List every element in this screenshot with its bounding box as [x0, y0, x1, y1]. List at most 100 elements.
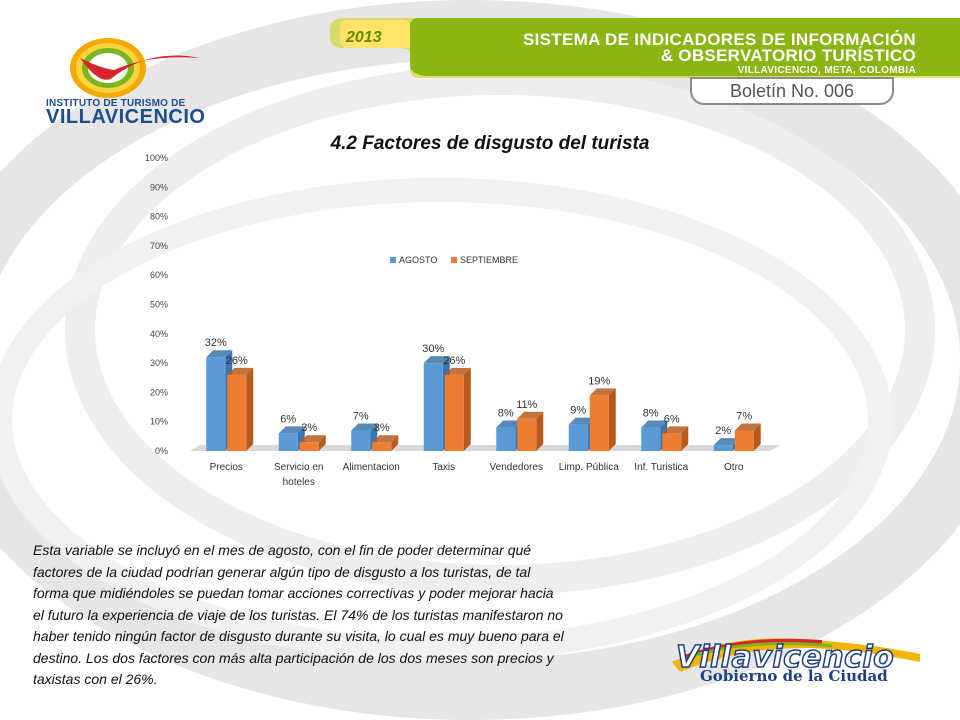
- institute-logo-line2: VILLAVICENCIO: [46, 106, 206, 128]
- bar-septiembre: [734, 430, 754, 451]
- bar-agosto-label: 8%: [643, 408, 659, 420]
- bar-septiembre-side: [246, 367, 254, 451]
- bar-septiembre-side: [463, 367, 471, 451]
- bar-septiembre: [372, 442, 392, 451]
- x-tick-label: Vendedores: [490, 462, 543, 473]
- chart-title: 4.2 Factores de disgusto del turista: [330, 133, 650, 154]
- x-tick-label: Servicio en: [274, 462, 323, 473]
- y-tick-label: 20%: [150, 387, 168, 397]
- bar-septiembre-label: 3%: [374, 422, 390, 434]
- body-line: forma que midiéndoles se puedan tomar ac…: [33, 585, 554, 601]
- bar-septiembre: [227, 374, 247, 451]
- y-tick-label: 70%: [150, 241, 168, 251]
- banner-title-line1: SISTEMA DE INDICADORES DE INFORMACIÓN: [523, 30, 916, 49]
- chart-floor: [190, 445, 780, 451]
- bar-agosto-top: [423, 356, 450, 364]
- y-tick-label: 100%: [145, 153, 168, 163]
- x-tick-label: Alimentacion: [343, 462, 400, 473]
- x-tick-label: Otro: [724, 462, 744, 473]
- bar-agosto: [641, 427, 661, 451]
- x-tick-label: Precios: [210, 462, 243, 473]
- bar-septiembre-top: [299, 435, 326, 443]
- bar-agosto-label: 8%: [498, 408, 514, 420]
- bar-septiembre-side: [753, 423, 761, 451]
- y-tick-label: 90%: [150, 182, 168, 192]
- bar-agosto-label: 9%: [570, 405, 586, 417]
- banner-title-line2: & OBSERVATORIO TURÍSTICO: [660, 46, 916, 65]
- bar-septiembre: [589, 395, 609, 451]
- bar-septiembre: [444, 374, 464, 451]
- bar-agosto: [206, 357, 226, 451]
- bar-agosto: [496, 427, 516, 451]
- body-line: haber tenido ningún factor de disgusto d…: [33, 628, 564, 644]
- body-line: factores de la ciudad podrían generar al…: [33, 563, 531, 580]
- body-line: el futuro la experiencia de viaje de los…: [33, 606, 563, 623]
- bar-agosto-top: [278, 426, 305, 434]
- legend-label-agosto: AGOSTO: [399, 255, 437, 265]
- body-line: taxistas con el 26%.: [33, 671, 158, 687]
- bar-agosto-top: [351, 423, 378, 431]
- bar-septiembre-side: [318, 435, 326, 451]
- bar-septiembre: [662, 433, 682, 451]
- x-tick-label: Limp. Pública: [559, 462, 619, 473]
- body-line: Esta variable se incluyó en el mes de ag…: [33, 542, 532, 558]
- bar-septiembre-label: 26%: [443, 355, 465, 367]
- bar-agosto-top: [641, 420, 668, 428]
- institute-logo-line1: INSTITUTO DE TURISMO DE: [46, 98, 186, 109]
- city-logo-name: Villavicencio: [675, 639, 895, 676]
- bar-agosto: [278, 433, 298, 451]
- legend-swatch-agosto: [390, 257, 396, 263]
- bar-septiembre-side: [608, 388, 616, 451]
- bar-septiembre-top: [662, 426, 689, 434]
- legend-label-septiembre: SEPTIEMBRE: [460, 255, 518, 265]
- y-tick-label: 50%: [150, 300, 168, 310]
- legend-swatch-septiembre: [451, 257, 457, 263]
- x-tick-label: Taxis: [432, 462, 455, 473]
- banner-year: 2013: [346, 29, 382, 46]
- bar-agosto-label: 7%: [353, 410, 369, 422]
- bar-agosto: [568, 424, 588, 451]
- city-logo-subtitle: Gobierno de la Ciudad: [700, 667, 888, 685]
- bulletin-number: Boletín No. 006: [690, 77, 894, 105]
- institute-logo: [70, 38, 200, 98]
- bar-agosto-top: [568, 417, 595, 425]
- banner-location: VILLAVICENCIO, META, COLOMBIA: [737, 65, 916, 76]
- bar-agosto-top: [713, 438, 740, 446]
- body-line: destino. Los dos factores con más alta p…: [33, 649, 554, 666]
- bar-septiembre-side: [536, 411, 544, 451]
- bar-septiembre: [517, 418, 537, 451]
- bar-septiembre-side: [391, 435, 399, 451]
- bar-septiembre-top: [444, 367, 471, 375]
- y-tick-label: 30%: [150, 358, 168, 368]
- bar-septiembre-label: 11%: [516, 399, 537, 411]
- bar-agosto-top: [206, 350, 233, 358]
- y-tick-label: 10%: [150, 417, 168, 427]
- y-tick-label: 60%: [150, 270, 168, 280]
- y-tick-label: 0%: [155, 446, 168, 456]
- bar-septiembre-label: 26%: [226, 355, 248, 367]
- bar-septiembre-label: 19%: [588, 375, 610, 387]
- bar-septiembre-top: [517, 411, 544, 419]
- bar-agosto-label: 2%: [715, 425, 731, 437]
- body-paragraph: Esta variable se incluyó en el mes de ag…: [33, 540, 688, 691]
- y-tick-label: 40%: [150, 329, 168, 339]
- y-tick-label: 80%: [150, 212, 168, 222]
- bar-septiembre-label: 6%: [664, 413, 680, 425]
- bar-septiembre-label: 7%: [736, 410, 752, 422]
- bar-septiembre-top: [589, 388, 616, 396]
- bar-septiembre-top: [372, 435, 399, 443]
- bar-agosto-top: [496, 420, 523, 428]
- city-logo: [672, 638, 920, 672]
- bar-agosto: [713, 445, 733, 451]
- x-tick-label: hoteles: [283, 477, 315, 488]
- bar-agosto-label: 30%: [422, 343, 444, 355]
- header-banner: [330, 18, 960, 78]
- bar-septiembre-top: [734, 423, 761, 431]
- bar-septiembre-side: [681, 426, 689, 451]
- bar-agosto: [423, 363, 443, 451]
- bar-agosto: [351, 430, 371, 451]
- bar-agosto-label: 32%: [205, 337, 227, 349]
- bar-chart: 0% 10% 20% 30% 40% 50% 60% 70% 80% 90% 100% 32% 26% P…: [145, 153, 780, 488]
- x-tick-label: Inf. Turistica: [634, 462, 688, 473]
- bar-agosto-label: 6%: [280, 413, 296, 425]
